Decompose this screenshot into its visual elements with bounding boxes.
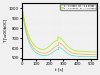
z = 4 nodes,  Dt = 0.5 nodes [94,54,95,55]
Line: z = 2 nodes,  Dt = 0.1 nodes: z = 2 nodes, Dt = 0.1 nodes [22,8,96,57]
Legend: z = 2 nodes,  Dt = 0.1 nodes, z = 4 nodes,  Dt = 0.5 nodes, z = 10 nodes,  Dt = : z = 2 nodes, Dt = 0.1 nodes, z = 4 nodes… [60,4,96,10]
z = 10 nodes,  Dt = 1.0 nodes [56,40,57,41]
z = 2 nodes,  Dt = 0.1 nodes [94,56,95,57]
X-axis label: t [s]: t [s] [55,68,63,72]
z = 10 nodes,  Dt = 1.0 nodes [58,36,59,37]
z = 2 nodes,  Dt = 0.1 nodes [96,56,97,57]
Y-axis label: T [\u00b0C]: T [\u00b0C] [4,19,8,43]
z = 2 nodes,  Dt = 0.1 nodes [80,56,81,57]
z = 2 nodes,  Dt = 0.1 nodes [94,56,95,57]
z = 10 nodes,  Dt = 1.0 nodes [22,5,23,6]
Line: z = 10 nodes,  Dt = 1.0 nodes: z = 10 nodes, Dt = 1.0 nodes [22,6,96,52]
z = 4 nodes,  Dt = 0.5 nodes [25,29,26,30]
z = 4 nodes,  Dt = 0.5 nodes [94,54,95,55]
Line: z = 4 nodes,  Dt = 0.5 nodes: z = 4 nodes, Dt = 0.5 nodes [22,7,96,55]
z = 10 nodes,  Dt = 1.0 nodes [80,51,81,52]
z = 4 nodes,  Dt = 0.5 nodes [58,45,59,46]
z = 2 nodes,  Dt = 0.1 nodes [25,31,26,32]
z = 2 nodes,  Dt = 0.1 nodes [22,8,23,9]
z = 4 nodes,  Dt = 0.5 nodes [80,54,81,55]
z = 2 nodes,  Dt = 0.1 nodes [58,49,59,50]
z = 4 nodes,  Dt = 0.5 nodes [96,54,97,55]
z = 4 nodes,  Dt = 0.5 nodes [22,7,23,8]
z = 10 nodes,  Dt = 1.0 nodes [25,26,26,27]
